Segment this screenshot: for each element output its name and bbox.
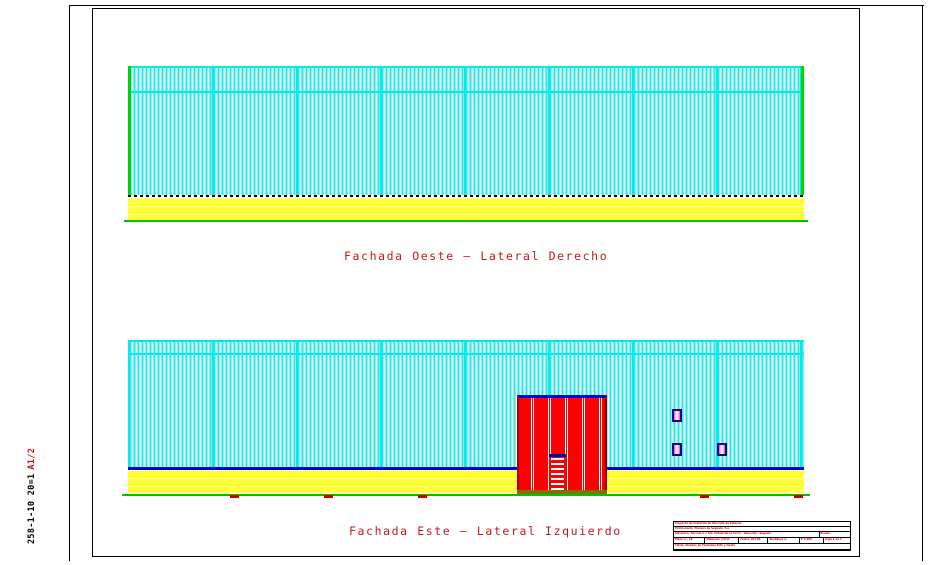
purlin-band-east	[128, 353, 804, 355]
title-block: Proyecto de Industria de Mercado de Pien…	[673, 521, 851, 550]
title-block-cell: Plano n.: 10	[674, 538, 706, 543]
cladding-bay-ribs-west	[128, 66, 804, 195]
window-lower-left[interactable]	[672, 443, 682, 456]
title-block-cell: Peticionario: Piensos de Segovia, S.L.	[675, 527, 731, 530]
title-block-cell: Fecha: Oct-01	[739, 538, 769, 543]
sheet-border-outer-right	[922, 5, 924, 561]
wicket-header	[549, 454, 566, 457]
window-lower-right[interactable]	[717, 443, 727, 456]
door-threshold	[517, 490, 607, 494]
title-block-cell: Hoja 1 de 1	[825, 538, 842, 542]
title-block-row: Titulo: Alzados de Fachadas Este y Oeste	[674, 544, 850, 549]
title-block-underline	[673, 550, 851, 551]
elevation-west-cladding	[128, 66, 804, 195]
sheet-border-inner	[92, 8, 860, 557]
window-glazing	[719, 445, 725, 454]
door-edge-left	[517, 395, 519, 492]
sheet-margin-code: 258-1-10 20=1 A1/2	[25, 414, 39, 544]
sectional-door[interactable]	[517, 395, 607, 492]
pedestrian-wicket-door[interactable]	[549, 454, 566, 492]
wicket-slats	[551, 458, 564, 491]
title-block-row: Plano n.: 10 Dibujado: J.M.G. Fecha: Oct…	[674, 538, 850, 544]
purlin-band-west	[128, 91, 804, 93]
title-block-row: Proyecto de Industria de Mercado de Pien…	[674, 522, 850, 527]
masonry-plinth-east	[128, 470, 804, 493]
masonry-plinth-west	[128, 198, 804, 220]
sheet-border-outer	[69, 5, 924, 561]
caption-elevation-east: Fachada Este — Lateral Izquierdo	[349, 524, 622, 538]
sheet-code-number: 258-1-10 20=1	[27, 473, 37, 544]
sheet-code-format: A1/2	[27, 447, 37, 470]
title-block-cell: Situacion: Parcela n.7 Pol. Industrial e…	[674, 532, 820, 537]
eaves-line-west	[128, 66, 804, 68]
caption-elevation-west: Fachada Oeste — Lateral Derecho	[344, 249, 609, 263]
window-upper[interactable]	[672, 409, 682, 422]
corner-post-west-right	[801, 66, 804, 195]
door-header-beam	[517, 395, 607, 398]
elevation-east-cladding	[128, 340, 804, 469]
footing-mark	[700, 495, 709, 498]
title-block-row: Situacion: Parcela n.7 Pol. Industrial e…	[674, 532, 850, 538]
ground-line-east	[122, 494, 810, 496]
plinth-cap-line-east	[128, 467, 804, 470]
title-block-cell: Escala	[820, 532, 830, 536]
footing-mark	[794, 495, 803, 498]
door-edge-right	[605, 395, 607, 492]
cladding-bay-ribs-east	[128, 340, 804, 469]
title-block-cell: Sustituye a:	[768, 538, 800, 543]
ground-line-west	[124, 220, 808, 222]
footing-mark	[418, 495, 427, 498]
title-block-cell: Proyecto de Industria de Mercado de Pien…	[675, 522, 742, 525]
dpc-line-west	[128, 195, 804, 197]
window-glazing	[674, 411, 680, 420]
title-block-cell: Titulo: Alzados de Fachadas Este y Oeste	[675, 544, 735, 548]
corner-post-west-left	[128, 66, 131, 195]
title-block-cell: Dibujado: J.M.G.	[705, 538, 740, 543]
footing-mark	[324, 495, 333, 498]
title-block-cell: E 1:200	[800, 538, 825, 543]
title-block-row: Peticionario: Piensos de Segovia, S.L.	[674, 527, 850, 532]
footing-mark	[230, 495, 239, 498]
eaves-line-east	[128, 340, 804, 342]
window-glazing	[674, 445, 680, 454]
